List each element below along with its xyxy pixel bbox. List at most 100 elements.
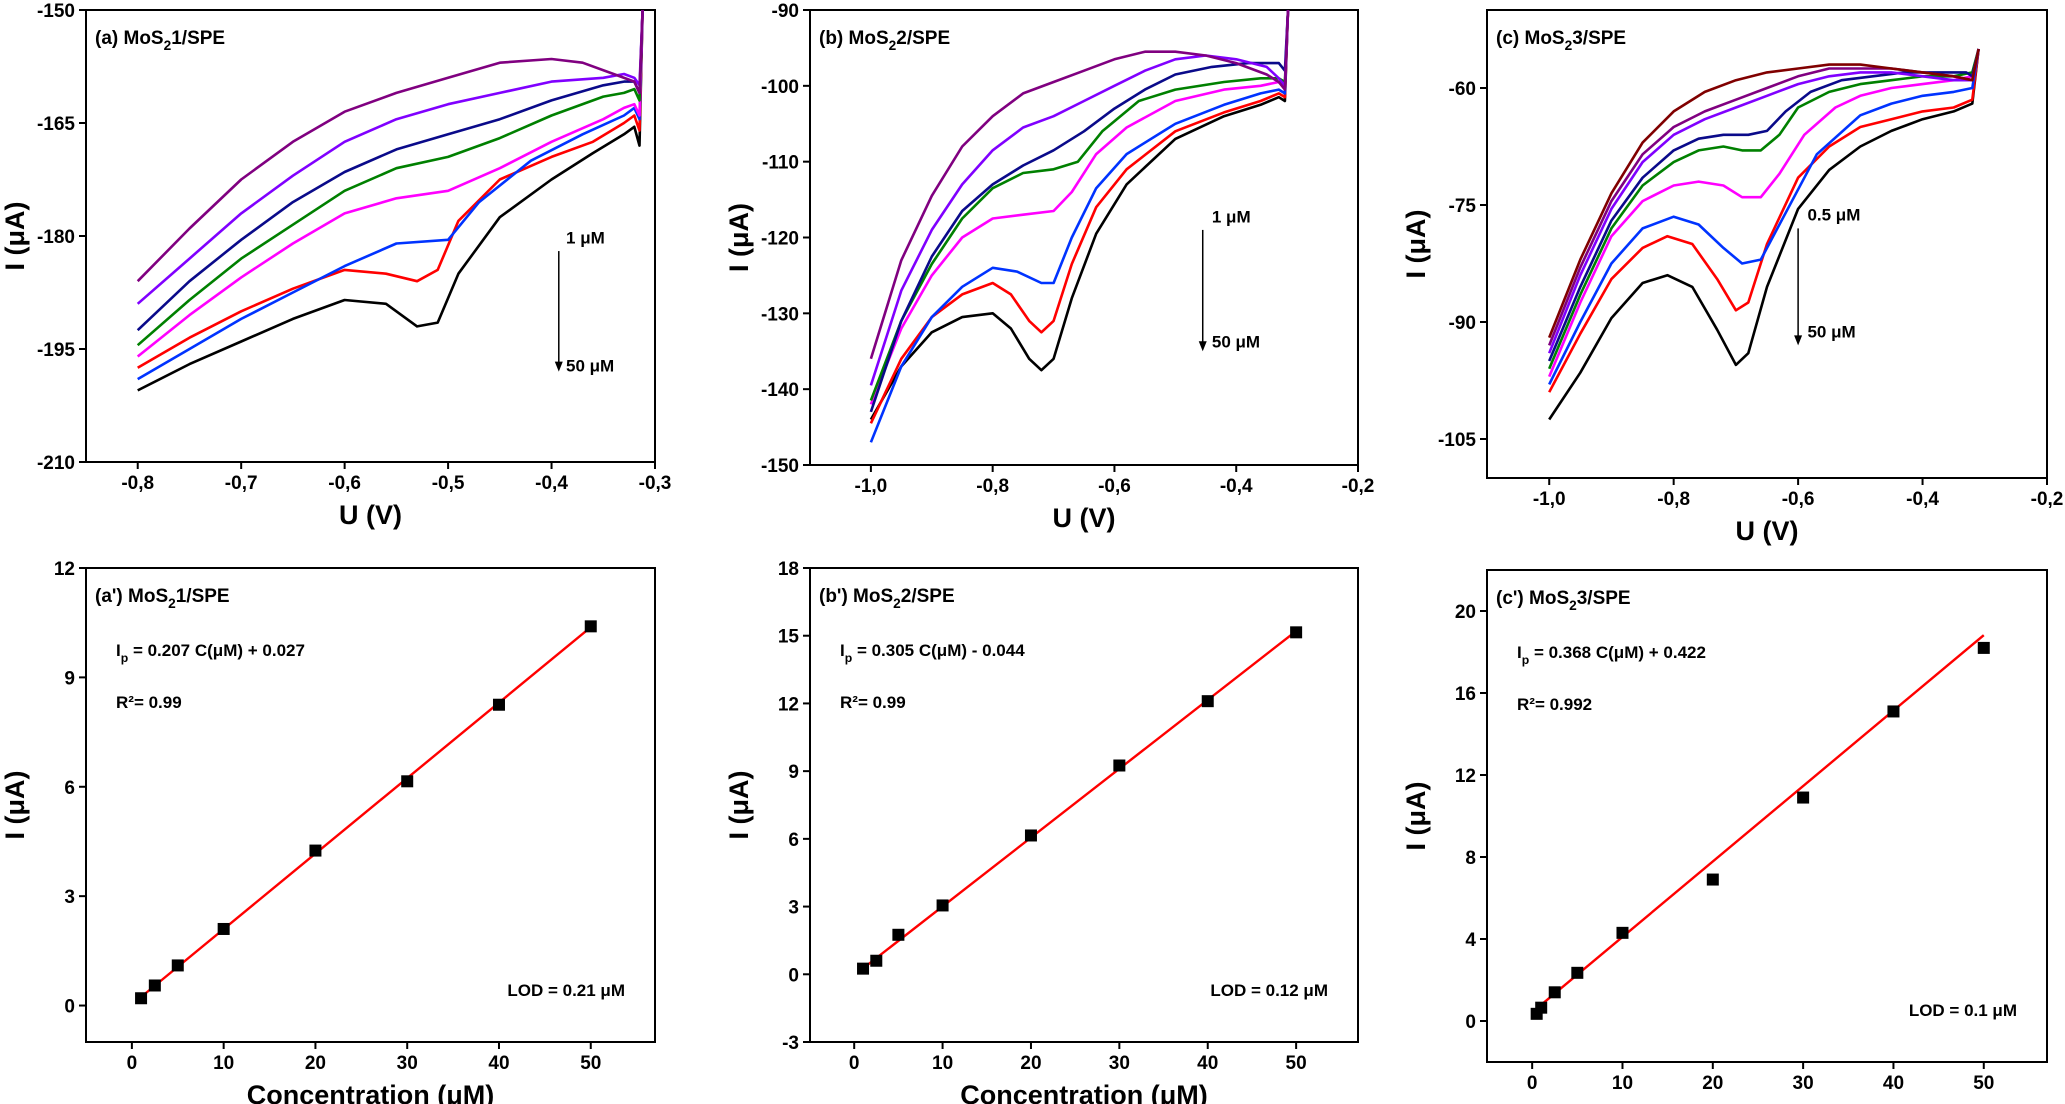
data-point [217,922,230,935]
plot-frame [85,567,656,1043]
x-tick-label: -1,0 [855,476,888,497]
x-tick-label: 20 [1702,1073,1723,1094]
x-tick-label: -1,0 [1533,489,1566,510]
chart-panel-a: -0,8 -0,7 -0,6 -0,5 -0,4 -0,3 -210 -195 -180 -165… [0,1,671,530]
y-tick-label: 12 [54,559,75,580]
y-tick-label: 6 [788,830,799,851]
y-tick-label: 3 [788,898,799,919]
cv-curve-7 [1547,48,1980,354]
cv-curve-4 [136,9,644,358]
x-axis-title: U (V) [1053,503,1116,533]
x-tick-label: 50 [1973,1073,1994,1094]
lod-label: LOD = 0.12 μM [1210,981,1328,1000]
x-tick-label: 40 [1197,1053,1218,1074]
data-point [401,775,414,788]
cv-curve-1 [869,9,1290,421]
y-tick-label: 3 [64,887,75,908]
data-point [1797,791,1810,804]
data-point [1024,829,1037,842]
y-tick-label: 18 [778,559,799,580]
y-tick-label: -140 [761,380,799,401]
y-tick-label: -105 [1438,430,1476,451]
cv-curve-1 [1548,48,1980,421]
data-point [1977,641,1990,654]
linear-fit-line [1535,634,1985,1010]
y-tick-label: -120 [761,229,799,250]
plot-frame [809,567,1359,1043]
x-tick-label: -0,8 [121,473,154,494]
panel-title: (b) MoS22/SPE [819,28,950,53]
data-point [857,962,870,975]
y-tick-label: -90 [1449,313,1476,334]
y-tick-label: -180 [37,227,75,248]
y-axis-title: I (μA) [0,201,30,270]
x-tick-label: -0,6 [328,473,361,494]
plot-frame [1486,9,2048,479]
cv-curve-3 [869,9,1290,443]
data-point [1290,626,1303,639]
x-tick-label: 0 [1527,1073,1538,1094]
y-tick-label: -60 [1449,79,1476,100]
cv-curve-2 [1548,48,1980,393]
x-tick-label: 20 [1020,1053,1041,1074]
cv-curve-2 [869,9,1290,424]
low-concentration-label: 0.5 μM [1807,206,1860,225]
x-tick-label: 50 [1286,1053,1307,1074]
x-tick-label: -0,7 [225,473,258,494]
y-axis-title: I (μA) [1401,781,1431,850]
plot-frame [1486,569,2048,1063]
y-tick-label: -165 [37,114,75,135]
chart-panel-a2: 0 10 20 30 40 50 0 3 6 9 12 Concentration (μM) I (μA… [0,559,656,1104]
x-tick-label: -0,6 [1098,476,1131,497]
cv-curve-7 [869,9,1290,386]
concentration-arrow-head [1794,335,1803,346]
cv-curve-6 [869,9,1290,413]
x-tick-label: 10 [932,1053,953,1074]
y-tick-label: 0 [64,997,75,1018]
data-point [584,620,597,633]
y-tick-label: -75 [1449,196,1477,217]
x-tick-label: -0,4 [1906,489,1939,510]
y-tick-label: -195 [37,340,75,361]
x-axis-title: U (V) [339,500,402,530]
x-tick-label: -0,2 [2031,489,2064,510]
x-tick-label: 20 [305,1053,326,1074]
data-point [1571,966,1584,979]
chart-panel-c2: 0 10 20 30 40 50 0 4 8 12 16 20 Concentration (μM) I … [1401,569,2048,1104]
lod-label: LOD = 0.1 μM [1909,1001,2017,1020]
r-squared-label: R²= 0.99 [840,693,906,712]
y-tick-label: 6 [64,778,75,799]
x-tick-label: -0,8 [1657,489,1690,510]
y-tick-label: 15 [778,627,800,648]
y-tick-label: -110 [762,153,799,174]
y-tick-label: -210 [37,453,75,474]
x-axis-title: Concentration (μM) [960,1080,1208,1104]
y-tick-label: -150 [37,1,75,22]
data-point [492,698,505,711]
y-tick-label: 12 [778,694,799,715]
cv-curve-5 [136,9,644,347]
x-tick-label: -0,6 [1782,489,1815,510]
x-tick-label: 30 [1109,1053,1130,1074]
fit-equation: Ip = 0.368 C(μM) + 0.422 [1517,643,1706,667]
data-point [148,979,161,992]
y-tick-label: 0 [1465,1012,1476,1033]
y-tick-label: 9 [64,668,75,689]
y-tick-label: -3 [782,1033,799,1054]
linear-fit-line [140,626,592,998]
cv-curve-9 [1547,48,1980,339]
x-tick-label: 30 [397,1053,418,1074]
x-tick-label: -0,2 [1342,476,1375,497]
data-point [1706,873,1719,886]
x-tick-label: 10 [1612,1073,1633,1094]
y-axis-title: I (μA) [0,770,30,839]
panel-title: (a') MoS21/SPE [95,586,230,611]
y-tick-label: -100 [761,77,799,98]
cv-curve-3 [1548,48,1980,385]
x-axis-title: U (V) [1736,516,1799,546]
r-squared-label: R²= 0.99 [116,693,182,712]
cv-curve-2 [137,9,644,369]
panel-title: (a) MoS21/SPE [95,28,225,53]
high-concentration-label: 50 μM [1212,332,1260,351]
